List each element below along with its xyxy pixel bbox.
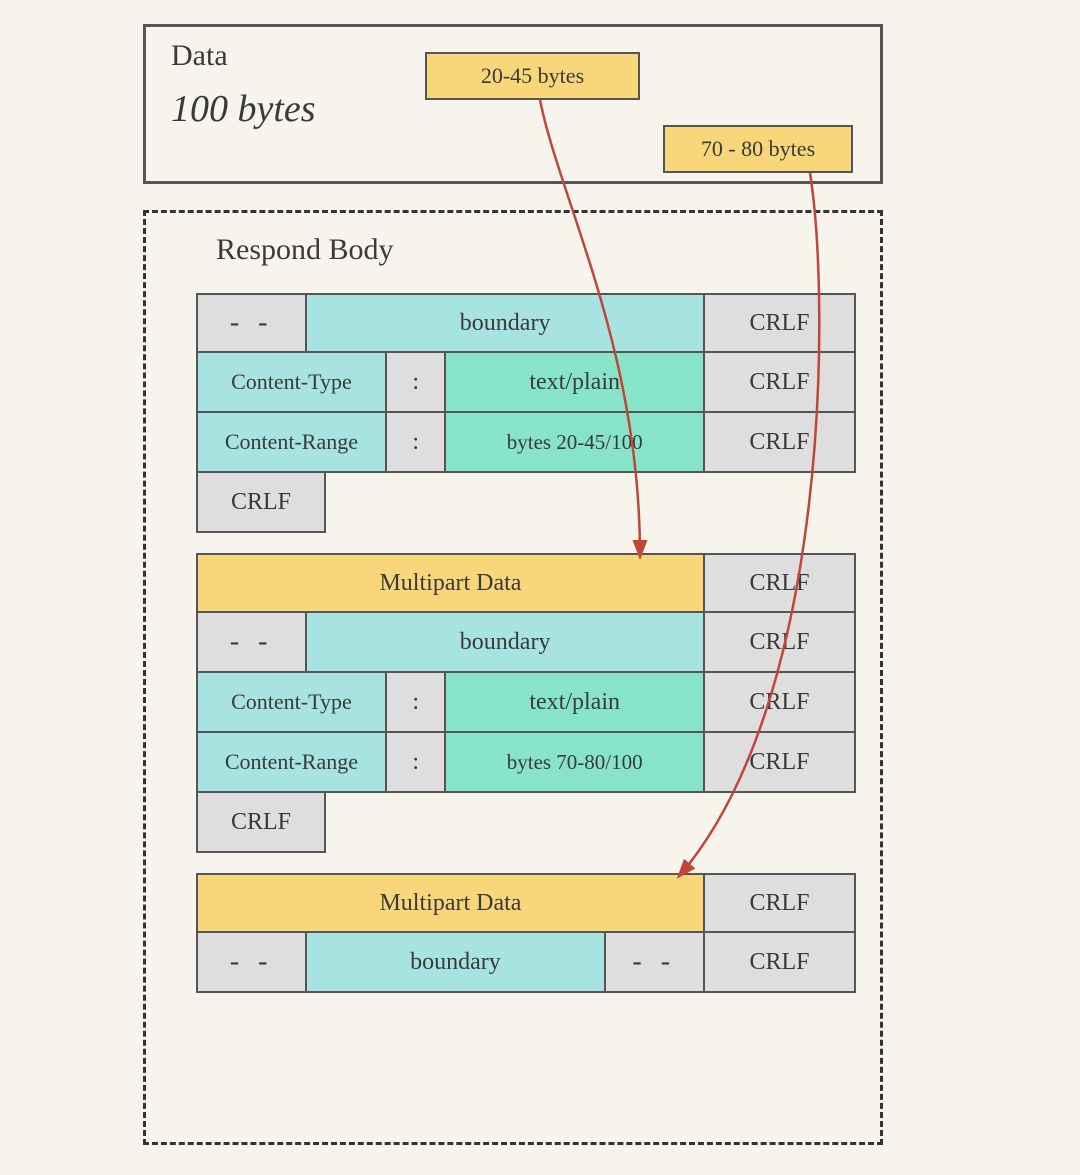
crlf-cell: CRLF — [705, 613, 854, 671]
content-type-value: text/plain — [446, 673, 704, 731]
row-boundary-2: - - boundary CRLF — [196, 613, 856, 673]
multipart-data-cell-1: Multipart Data — [198, 555, 705, 611]
boundary-cell: boundary — [307, 613, 705, 671]
content-range-value-1: bytes 20-45/100 — [446, 413, 704, 471]
crlf-cell: CRLF — [198, 793, 324, 851]
content-range-label: Content-Range — [198, 733, 387, 791]
boundary-cell: boundary — [307, 933, 605, 991]
content-type-value: text/plain — [446, 353, 704, 411]
crlf-cell: CRLF — [705, 413, 854, 471]
crlf-cell: CRLF — [198, 473, 324, 531]
content-range-value-2: bytes 70-80/100 — [446, 733, 704, 791]
row-multipart-1: Multipart Data CRLF — [196, 553, 856, 613]
crlf-cell: CRLF — [705, 733, 854, 791]
row-content-range-2: Content-Range : bytes 70-80/100 CRLF — [196, 733, 856, 793]
row-boundary-final: - - boundary - - CRLF — [196, 933, 856, 993]
dash-suffix: - - — [606, 933, 705, 991]
respond-body-box: Respond Body - - boundary CRLF Content-T… — [143, 210, 883, 1145]
content-type-label: Content-Type — [198, 353, 387, 411]
crlf-cell: CRLF — [705, 673, 854, 731]
respond-body-title: Respond Body — [216, 233, 394, 267]
row-content-type-2: Content-Type : text/plain CRLF — [196, 673, 856, 733]
colon-cell: : — [387, 413, 447, 471]
colon-cell: : — [387, 733, 447, 791]
multipart-data-cell-2: Multipart Data — [198, 875, 705, 931]
row-content-range-1: Content-Range : bytes 20-45/100 CRLF — [196, 413, 856, 473]
crlf-cell: CRLF — [705, 875, 854, 931]
dash-prefix: - - — [198, 613, 307, 671]
content-range-label: Content-Range — [198, 413, 387, 471]
crlf-cell: CRLF — [705, 933, 854, 991]
byte-range-tag-2: 70 - 80 bytes — [663, 125, 853, 173]
byte-range-tag-1: 20-45 bytes — [425, 52, 640, 100]
row-multipart-2: Multipart Data CRLF — [196, 873, 856, 933]
dash-prefix: - - — [198, 933, 307, 991]
boundary-cell: boundary — [307, 295, 705, 351]
row-crlf-standalone-1: CRLF — [196, 473, 326, 533]
row-boundary-1: - - boundary CRLF — [196, 293, 856, 353]
dash-prefix: - - — [198, 295, 307, 351]
content-type-label: Content-Type — [198, 673, 387, 731]
colon-cell: : — [387, 673, 447, 731]
crlf-cell: CRLF — [705, 295, 854, 351]
row-crlf-standalone-2: CRLF — [196, 793, 326, 853]
data-title: Data — [171, 39, 228, 73]
row-content-type-1: Content-Type : text/plain CRLF — [196, 353, 856, 413]
crlf-cell: CRLF — [705, 555, 854, 611]
colon-cell: : — [387, 353, 447, 411]
crlf-cell: CRLF — [705, 353, 854, 411]
data-size: 100 bytes — [171, 87, 316, 131]
